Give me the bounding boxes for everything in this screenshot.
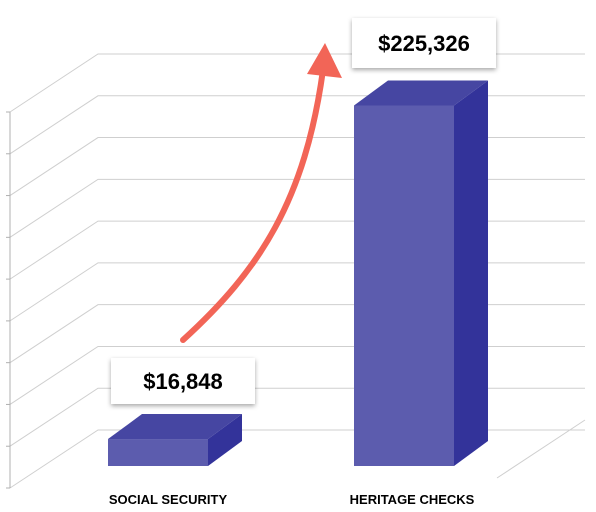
value-label-0: $16,848: [143, 369, 223, 394]
bar-front-1: [354, 105, 454, 467]
gridline: [9, 304, 585, 364]
bar-top-0: [108, 414, 242, 440]
gridline: [9, 220, 585, 280]
gridline: [9, 95, 585, 155]
gridline: [9, 262, 585, 322]
value-label-box-0: [111, 358, 255, 404]
value-label-1: $225,326: [378, 31, 470, 56]
bar-side-0: [208, 414, 242, 466]
bars: [108, 80, 488, 467]
bar-side-1: [454, 80, 488, 467]
trend-arrow-head: [307, 43, 342, 78]
trend-arrow: [180, 43, 342, 343]
gridline: [9, 429, 585, 489]
bar-front-0: [108, 439, 208, 466]
value-label-box-1: [352, 18, 496, 68]
floor-edge: [496, 419, 586, 479]
gridline: [9, 137, 585, 196]
trend-arrow-shaft: [180, 67, 326, 343]
gridline: [9, 53, 585, 113]
category-label-heritage-checks: HERITAGE CHECKS: [350, 492, 475, 507]
value-labels: $16,848 $225,326: [111, 18, 496, 404]
category-label-social-security: SOCIAL SECURITY: [109, 492, 228, 507]
bar-top-1: [354, 80, 488, 106]
chart-grid: [6, 53, 586, 489]
gridline: [9, 387, 585, 447]
gridline: [9, 178, 585, 238]
gridline: [9, 345, 585, 405]
